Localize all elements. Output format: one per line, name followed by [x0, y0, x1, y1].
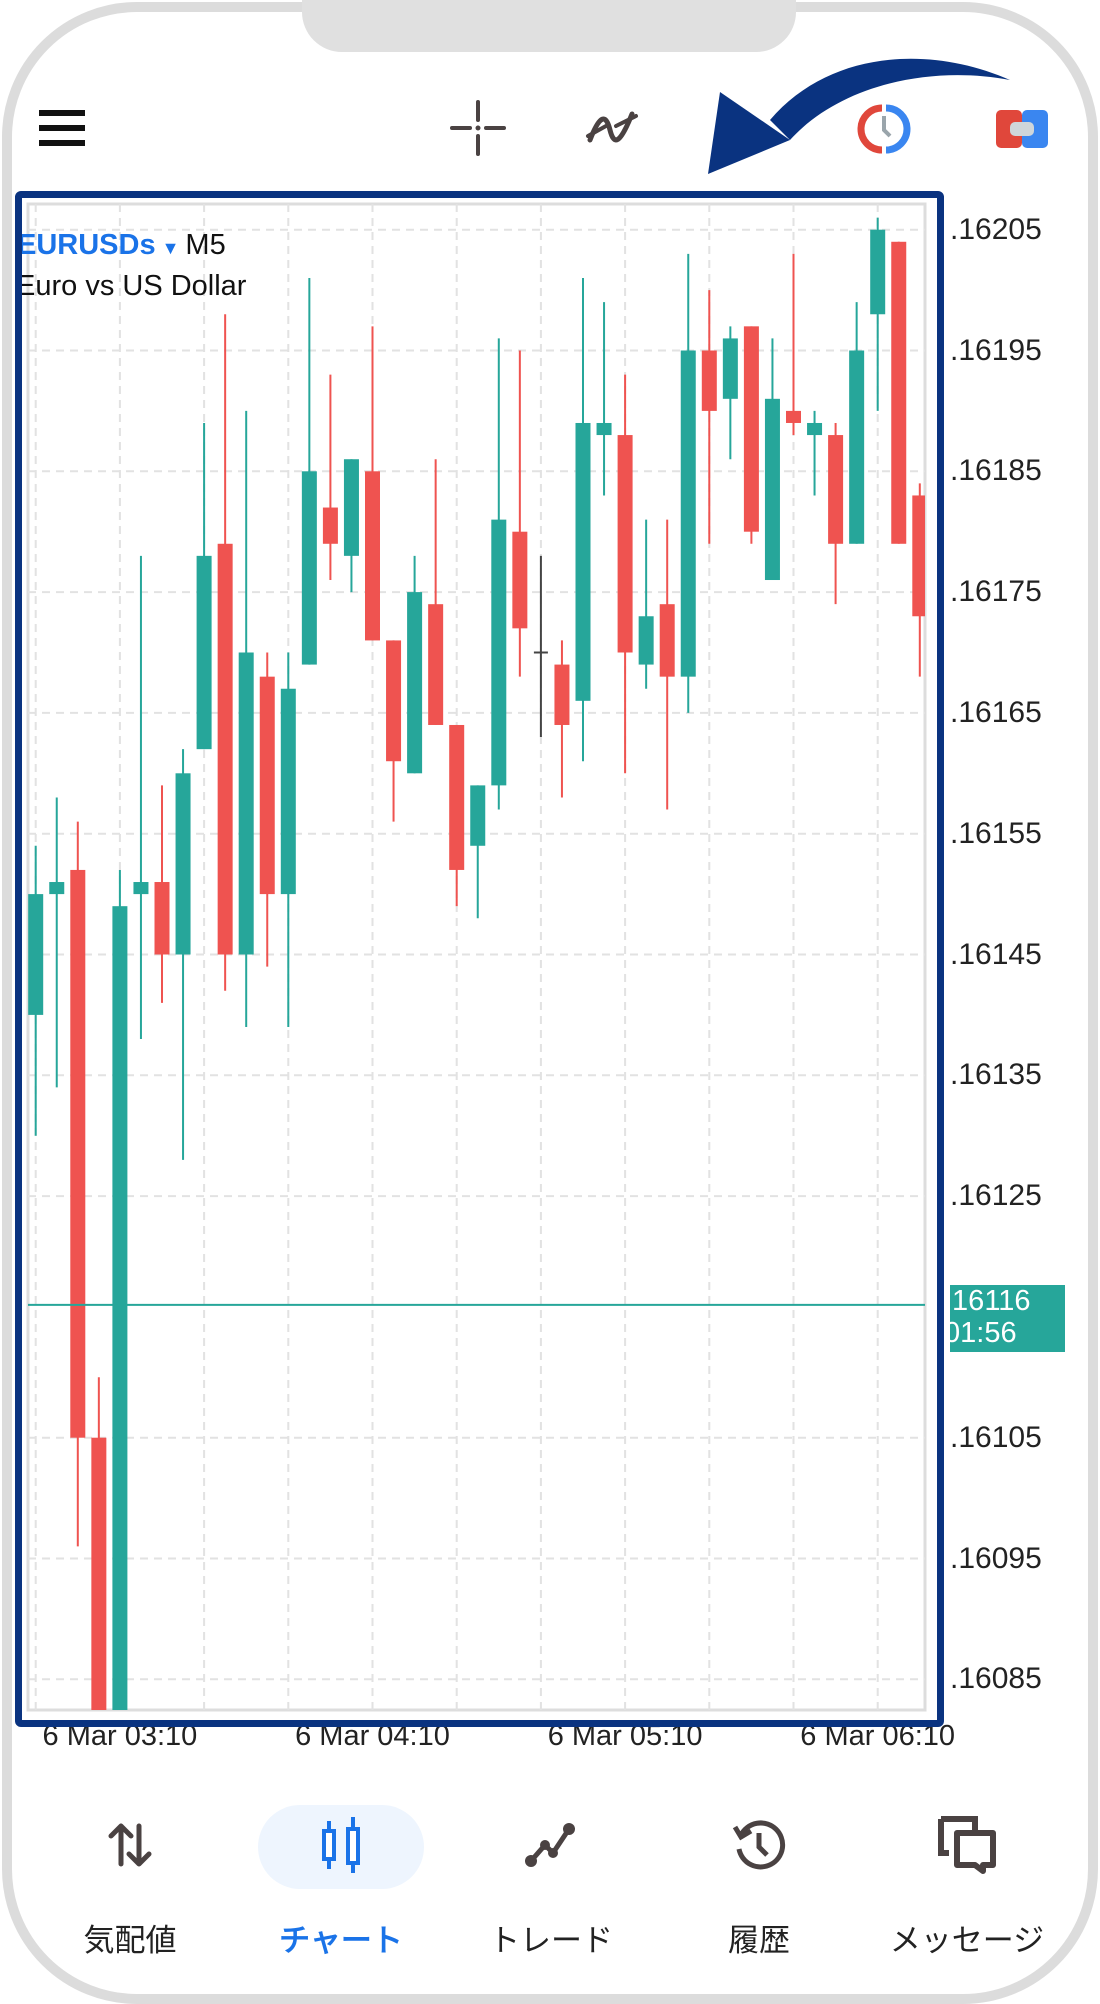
- candle-body-bullish: [49, 882, 65, 895]
- messages-icon: [867, 1805, 1067, 1885]
- nav-quotes[interactable]: 気配値: [30, 1805, 230, 1960]
- one-click-trading-icon[interactable]: [856, 104, 912, 154]
- price-axis-label: .16095: [950, 1541, 1042, 1575]
- candle-body-bullish: [133, 882, 149, 895]
- phone-notch: [302, 0, 796, 52]
- bar-countdown: 01:56: [950, 1317, 1017, 1349]
- time-axis-label: 6 Mar 06:10: [800, 1720, 956, 1752]
- candle-body-bullish: [575, 422, 591, 701]
- candle-body-bearish: [891, 241, 907, 544]
- price-axis-label: .16145: [950, 937, 1042, 971]
- price-axis-label: .16135: [950, 1058, 1042, 1092]
- candle-body-bearish: [365, 471, 380, 641]
- candle-body-bearish: [386, 640, 402, 762]
- price-axis-label: .16155: [950, 816, 1042, 850]
- candle-body-bullish: [722, 338, 738, 399]
- current-price-badge: .16116 01:56: [950, 1285, 1065, 1352]
- chart-candles-icon: [241, 1805, 441, 1885]
- candle-body-bullish: [638, 616, 654, 665]
- quotes-arrows-icon: [30, 1805, 230, 1885]
- candle-body-bullish: [470, 785, 486, 846]
- candle-body-bearish: [322, 507, 338, 544]
- active-tab-highlight: [258, 1805, 424, 1889]
- time-axis-label: 6 Mar 05:10: [547, 1720, 703, 1752]
- candle-body-bearish: [786, 410, 801, 423]
- history-icon: [659, 1805, 859, 1885]
- candle-body-bullish: [407, 592, 423, 774]
- candle-body-bearish: [154, 882, 170, 955]
- trade-line-icon: [451, 1805, 651, 1885]
- candle-body-bullish: [849, 350, 865, 544]
- candle-body-bullish: [28, 894, 44, 1015]
- candle-body-bullish: [112, 906, 128, 1710]
- candle-body-bullish: [196, 555, 212, 750]
- price-axis-label: .16175: [950, 575, 1042, 609]
- candle-body-bearish: [70, 869, 86, 1438]
- crosshair-icon[interactable]: [450, 100, 506, 156]
- candle-body-bearish: [259, 676, 275, 895]
- candle-body-bearish: [828, 435, 844, 544]
- candle-body-bearish: [659, 604, 675, 677]
- candle-body-bearish: [428, 604, 444, 725]
- price-axis-label: .16185: [950, 454, 1042, 488]
- nav-chart[interactable]: チャート: [241, 1805, 441, 1960]
- candle-body-bullish: [238, 652, 254, 955]
- candle-body-bullish: [175, 773, 191, 955]
- candle-body-bullish: [807, 422, 823, 436]
- candle-body-bullish: [870, 229, 886, 315]
- price-axis-label: .16195: [950, 333, 1042, 367]
- candle-body-bullish: [491, 519, 507, 786]
- price-axis-label: .16165: [950, 695, 1042, 729]
- candle-body-bearish: [217, 543, 233, 955]
- candle-body-bullish: [301, 471, 317, 665]
- symbol-selector[interactable]: EURUSDs ▼ M5: [22, 229, 422, 262]
- symbol-name[interactable]: EURUSDs: [22, 229, 156, 261]
- candle-body-bullish: [280, 688, 296, 895]
- candle-body-bullish: [680, 350, 696, 677]
- price-axis-label: .16205: [950, 212, 1042, 246]
- price-axis-label: .16085: [950, 1662, 1042, 1696]
- candle-body-bearish: [701, 350, 717, 411]
- time-axis-label: 6 Mar 03:10: [42, 1720, 198, 1752]
- candle-body-bearish: [91, 1437, 107, 1710]
- candle-body-bearish: [743, 326, 759, 532]
- candle-body-bearish: [554, 664, 570, 725]
- menu-icon[interactable]: [36, 106, 88, 150]
- candle-body-bearish: [617, 435, 633, 653]
- candlestick-chart[interactable]: [0, 0, 1100, 1760]
- indicators-icon[interactable]: [584, 100, 640, 156]
- nav-trade[interactable]: トレード: [451, 1805, 651, 1960]
- candle-body-bullish: [764, 398, 780, 581]
- trade-toggle-icon[interactable]: [994, 108, 1050, 150]
- candle-body-bullish: [596, 422, 612, 436]
- timeframe: M5: [185, 229, 226, 261]
- price-axis-label: .16105: [950, 1420, 1042, 1454]
- current-price: .16116: [950, 1285, 1031, 1317]
- candle-body-bullish: [343, 459, 359, 556]
- nav-history[interactable]: 履歴: [659, 1805, 859, 1960]
- candle-body-bearish: [912, 495, 925, 617]
- price-axis-label: .16125: [950, 1179, 1042, 1213]
- annotation-arrow-icon: [708, 58, 1010, 174]
- nav-messages[interactable]: メッセージ: [867, 1805, 1067, 1960]
- dropdown-triangle-icon[interactable]: ▼: [161, 238, 180, 258]
- symbol-description: Euro vs US Dollar: [22, 270, 247, 302]
- candle-body-bearish: [512, 531, 528, 629]
- time-axis-label: 6 Mar 04:10: [295, 1720, 450, 1752]
- candle-body-bearish: [449, 724, 465, 870]
